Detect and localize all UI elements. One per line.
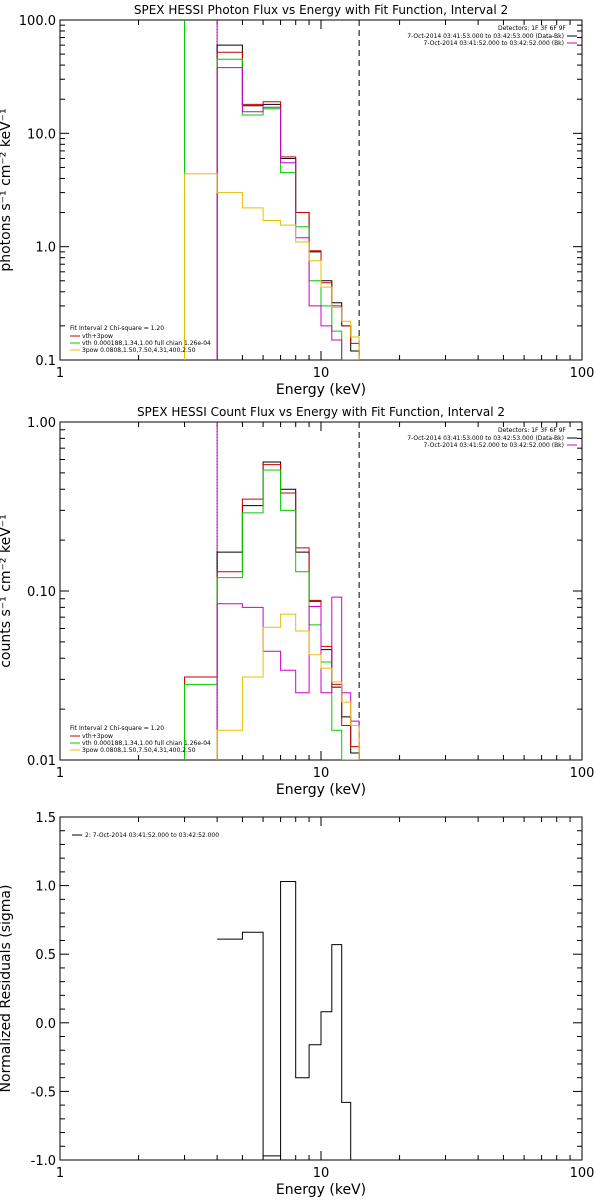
- legend-entry-text: vth+3pow: [82, 333, 113, 340]
- legend-entry-text: vth+3pow: [82, 733, 113, 740]
- plot-data: [217, 881, 360, 1160]
- y-tick-label: -0.5: [31, 1085, 56, 1100]
- y-tick-label: 1.5: [35, 811, 56, 826]
- x-tick-label: 1: [56, 366, 64, 381]
- x-tick-label: 1: [56, 766, 64, 781]
- x-tick-label: 1: [56, 1166, 64, 1181]
- data-series-5: [184, 173, 360, 360]
- y-tick-label: 1.00: [27, 416, 56, 431]
- legend-entry-text: 7-Oct-2014 03:41:53.000 to 03:42:53.000 …: [407, 33, 564, 40]
- legend-bottom-left: Fit Interval 2 Chi-square = 1.20vth+3pow…: [70, 725, 211, 754]
- y-tick-label: 10.0: [27, 127, 56, 142]
- y-axis-label: counts s⁻¹ cm⁻² keV⁻¹: [0, 514, 14, 668]
- legend-entry-text: 2: 7-Oct-2014 03:41:52.000 to 03:42:52.0…: [85, 832, 219, 839]
- data-series-2: [216, 51, 360, 360]
- data-series-4: [216, 596, 360, 760]
- x-tick-label: 100: [570, 366, 595, 381]
- chart-panel-1: 1 10 100 0.1 1.0 10.0 100.0 SPEX HESSI Photon F…: [0, 3, 594, 398]
- legend-entry-text: vth 0.000188,1.34,1.00 full chian 1.26e-…: [82, 740, 211, 747]
- plot-data: [184, 20, 360, 360]
- x-tick-label: 10: [313, 766, 330, 781]
- chart-panel-3: 1 10 100 -1.0 -0.5 0.0 0.5 1.0 1.5 Energy (keV) No…: [0, 811, 594, 1198]
- y-tick-label: -1.0: [31, 1154, 56, 1169]
- data-series-1: [217, 881, 360, 1160]
- legend-top-left: 2: 7-Oct-2014 03:41:52.000 to 03:42:52.0…: [72, 832, 219, 839]
- y-tick-label: 0.10: [27, 585, 56, 600]
- y-axis-label: photons s⁻¹ cm⁻² keV⁻¹: [0, 108, 14, 271]
- legend-entry-text: 7-Oct-2014 03:41:53.000 to 03:42:53.000 …: [407, 435, 564, 442]
- x-tick-label: 100: [570, 1166, 595, 1181]
- legend-entry-text: 3pow 0.0808,1.50,7.50,4.31,400,2.50: [82, 347, 196, 354]
- data-series-5: [216, 613, 360, 760]
- legend-entry-text: 7-Oct-2014 03:41:52.000 to 03:42:52.000 …: [424, 40, 565, 47]
- legend-header: Fit Interval 2 Chi-square = 1.20: [70, 325, 164, 332]
- data-series-4: [216, 67, 360, 360]
- plot-data: [184, 422, 360, 760]
- y-axis-label: Normalized Residuals (sigma): [0, 885, 14, 1093]
- y-tick-label: 0.1: [35, 354, 56, 369]
- y-tick-label: 0.5: [35, 948, 56, 963]
- data-series-3: [184, 469, 360, 760]
- y-tick-label: 100.0: [19, 14, 56, 29]
- legend-entry-text: vth 0.000188,1.34,1.00 full chian 1.26e-…: [82, 340, 211, 347]
- legend-header: Detectors: 1F 3F 6F 9F: [498, 25, 567, 32]
- data-series-1: [184, 461, 360, 760]
- x-tick-label: 10: [313, 1166, 330, 1181]
- y-tick-label: 1.0: [35, 241, 56, 256]
- legend-bottom-left: Fit Interval 2 Chi-square = 1.20vth+3pow…: [70, 325, 211, 354]
- x-axis-label: Energy (keV): [276, 782, 366, 798]
- x-axis-label: Energy (keV): [276, 382, 366, 398]
- legend-top-right: Detectors: 1F 3F 6F 9F7-Oct-2014 03:41:5…: [407, 25, 577, 47]
- plot-frame: [59, 421, 583, 761]
- data-series-2: [184, 464, 360, 760]
- x-axis-label: Energy (keV): [276, 1182, 366, 1198]
- legend-entry-text: 3pow 0.0808,1.50,7.50,4.31,400,2.50: [82, 747, 196, 754]
- chart-title: SPEX HESSI Photon Flux vs Energy with Fi…: [134, 3, 508, 17]
- y-tick-label: 0.01: [27, 754, 56, 769]
- legend-top-right: Detectors: 1F 3F 6F 9F7-Oct-2014 03:41:5…: [407, 427, 577, 449]
- chart-panel-2: 1 10 100 0.01 0.10 1.00 SPEX HESSI Count Flux …: [0, 405, 594, 798]
- chart-title: SPEX HESSI Count Flux vs Energy with Fit…: [137, 405, 505, 419]
- data-series-1: [216, 44, 360, 360]
- legend-entry-text: 7-Oct-2014 03:41:52.000 to 03:42:52.000 …: [424, 442, 565, 449]
- data-series-3: [216, 58, 360, 360]
- y-tick-label: 0.0: [35, 1017, 56, 1032]
- y-tick-label: 1.0: [35, 880, 56, 895]
- x-tick-label: 10: [313, 366, 330, 381]
- legend-header: Detectors: 1F 3F 6F 9F: [498, 427, 567, 434]
- x-tick-label: 100: [570, 766, 595, 781]
- legend-header: Fit Interval 2 Chi-square = 1.20: [70, 725, 164, 732]
- plot-frame: [59, 816, 583, 1161]
